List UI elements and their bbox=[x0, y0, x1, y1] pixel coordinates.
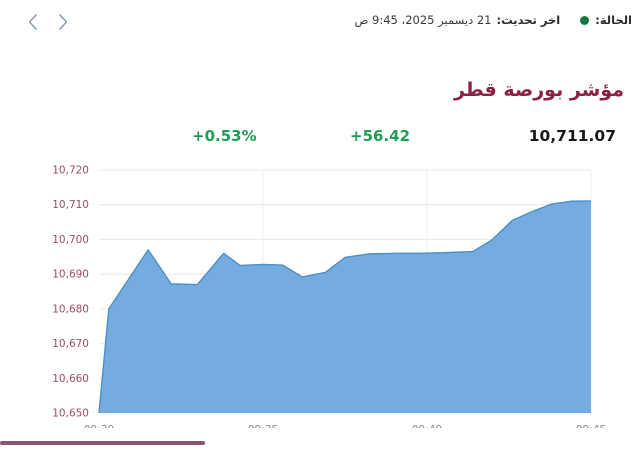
chart-y-tick: 10,670 bbox=[52, 338, 89, 350]
last-update: اخر تحديث: 21 ديسمبر 2025، 9:45 ص bbox=[354, 13, 560, 27]
topbar: الحالة: اخر تحديث: 21 ديسمبر 2025، 9:45 … bbox=[0, 0, 640, 46]
chart-y-tick: 10,660 bbox=[52, 373, 89, 385]
chart-x-axis-labels: 09:30 09:35 09:40 09:45 bbox=[84, 424, 606, 428]
carousel-progress-fill bbox=[0, 441, 205, 445]
chart-line bbox=[98, 200, 592, 414]
chevron-right-icon[interactable] bbox=[54, 10, 72, 34]
status-label: الحالة: bbox=[595, 13, 632, 27]
page-title: مؤشر بورصة قطر bbox=[453, 79, 624, 101]
percent-change-value: +0.53% bbox=[192, 127, 257, 145]
chart-y-tick: 10,710 bbox=[52, 199, 89, 211]
index-chart: 10,650 10,660 10,670 10,680 10,690 10,700 10,7… bbox=[0, 160, 640, 429]
chart-y-tick: 10,690 bbox=[52, 269, 89, 281]
carousel-nav bbox=[24, 10, 72, 34]
chart-x-tick: 09:35 bbox=[248, 424, 278, 428]
status-indicator-dot bbox=[580, 15, 590, 25]
chart-svg: 10,650 10,660 10,670 10,680 10,690 10,700 10,7… bbox=[52, 165, 606, 429]
chart-x-tick: 09:40 bbox=[412, 424, 442, 428]
carousel-progress-bar[interactable] bbox=[0, 441, 640, 445]
last-update-value: 21 ديسمبر 2025، 9:45 ص bbox=[354, 13, 492, 27]
chart-y-tick: 10,700 bbox=[52, 234, 89, 246]
last-index-value: 10,711.07 bbox=[528, 127, 616, 145]
chart-x-tick: 09:30 bbox=[84, 424, 114, 428]
chevron-left-icon[interactable] bbox=[24, 10, 42, 34]
chart-y-tick: 10,680 bbox=[52, 303, 89, 315]
chart-area-fill bbox=[99, 200, 591, 413]
status-area: الحالة: اخر تحديث: 21 ديسمبر 2025، 9:45 … bbox=[354, 13, 632, 27]
chart-x-tick: 09:45 bbox=[576, 424, 606, 428]
stats-row: +0.53% +56.42 10,711.07 bbox=[0, 127, 640, 151]
absolute-change-value: +56.42 bbox=[350, 127, 411, 145]
last-update-label: اخر تحديث: bbox=[496, 13, 561, 27]
chart-y-axis-labels: 10,650 10,660 10,670 10,680 10,690 10,700 10,7… bbox=[52, 165, 89, 420]
chart-y-tick: 10,720 bbox=[52, 165, 89, 177]
chart-y-tick: 10,650 bbox=[52, 408, 89, 420]
